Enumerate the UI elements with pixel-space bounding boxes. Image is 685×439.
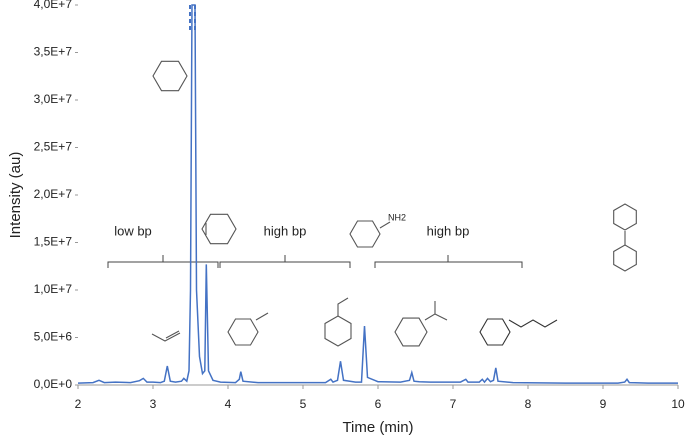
- x-tick-label: 4: [225, 397, 232, 411]
- bracket: [374, 255, 523, 268]
- x-tick-label: 9: [600, 397, 607, 411]
- amine-bond: [379, 221, 391, 229]
- y-tick-label: 0,0E+0: [34, 377, 73, 391]
- y-tick-label: 1,0E+7: [34, 282, 73, 296]
- ring: [152, 60, 188, 92]
- x-tick-label: 5: [300, 397, 307, 411]
- x-tick-label: 3: [150, 397, 157, 411]
- y-tick-label: 5,0E+6: [34, 330, 73, 344]
- propene: [151, 330, 181, 342]
- y-tick-label: 2,5E+7: [34, 140, 73, 154]
- x-tick-label: 2: [75, 397, 82, 411]
- ring: [613, 203, 637, 231]
- ring: [227, 318, 259, 346]
- x-tick-label: 8: [525, 397, 532, 411]
- butyl: [508, 319, 558, 328]
- y-tick-label: 3,0E+7: [34, 92, 73, 106]
- annotation: high bp: [264, 223, 307, 238]
- x-tick-label: 10: [671, 397, 685, 411]
- series-line: [77, 4, 678, 384]
- brackets: [107, 255, 523, 268]
- bracket: [219, 255, 351, 268]
- bracket: [107, 255, 219, 268]
- y-tick-label: 1,5E+7: [34, 235, 73, 249]
- y-axis-title: Intensity (au): [7, 152, 24, 239]
- annotation: NH2: [388, 212, 406, 222]
- ring: [479, 318, 511, 346]
- y-tick-label: 2,0E+7: [34, 187, 73, 201]
- methyl: [255, 312, 269, 321]
- isopropyl: [424, 301, 448, 321]
- y-tick-label: 3,5E+7: [34, 45, 73, 59]
- x-axis-title: Time (min): [342, 419, 413, 436]
- x-tick-label: 7: [450, 397, 457, 411]
- x-tick-label: 6: [375, 397, 382, 411]
- ring: [394, 317, 428, 347]
- annotation: low bp: [114, 223, 152, 238]
- annotation: high bp: [427, 223, 470, 238]
- ring: [324, 315, 352, 347]
- molecules: [151, 60, 637, 347]
- ring: [201, 213, 237, 245]
- y-tick-label: 4,0E+7: [34, 0, 73, 11]
- ethyl: [337, 297, 349, 316]
- ring: [349, 220, 381, 248]
- ring: [613, 244, 637, 272]
